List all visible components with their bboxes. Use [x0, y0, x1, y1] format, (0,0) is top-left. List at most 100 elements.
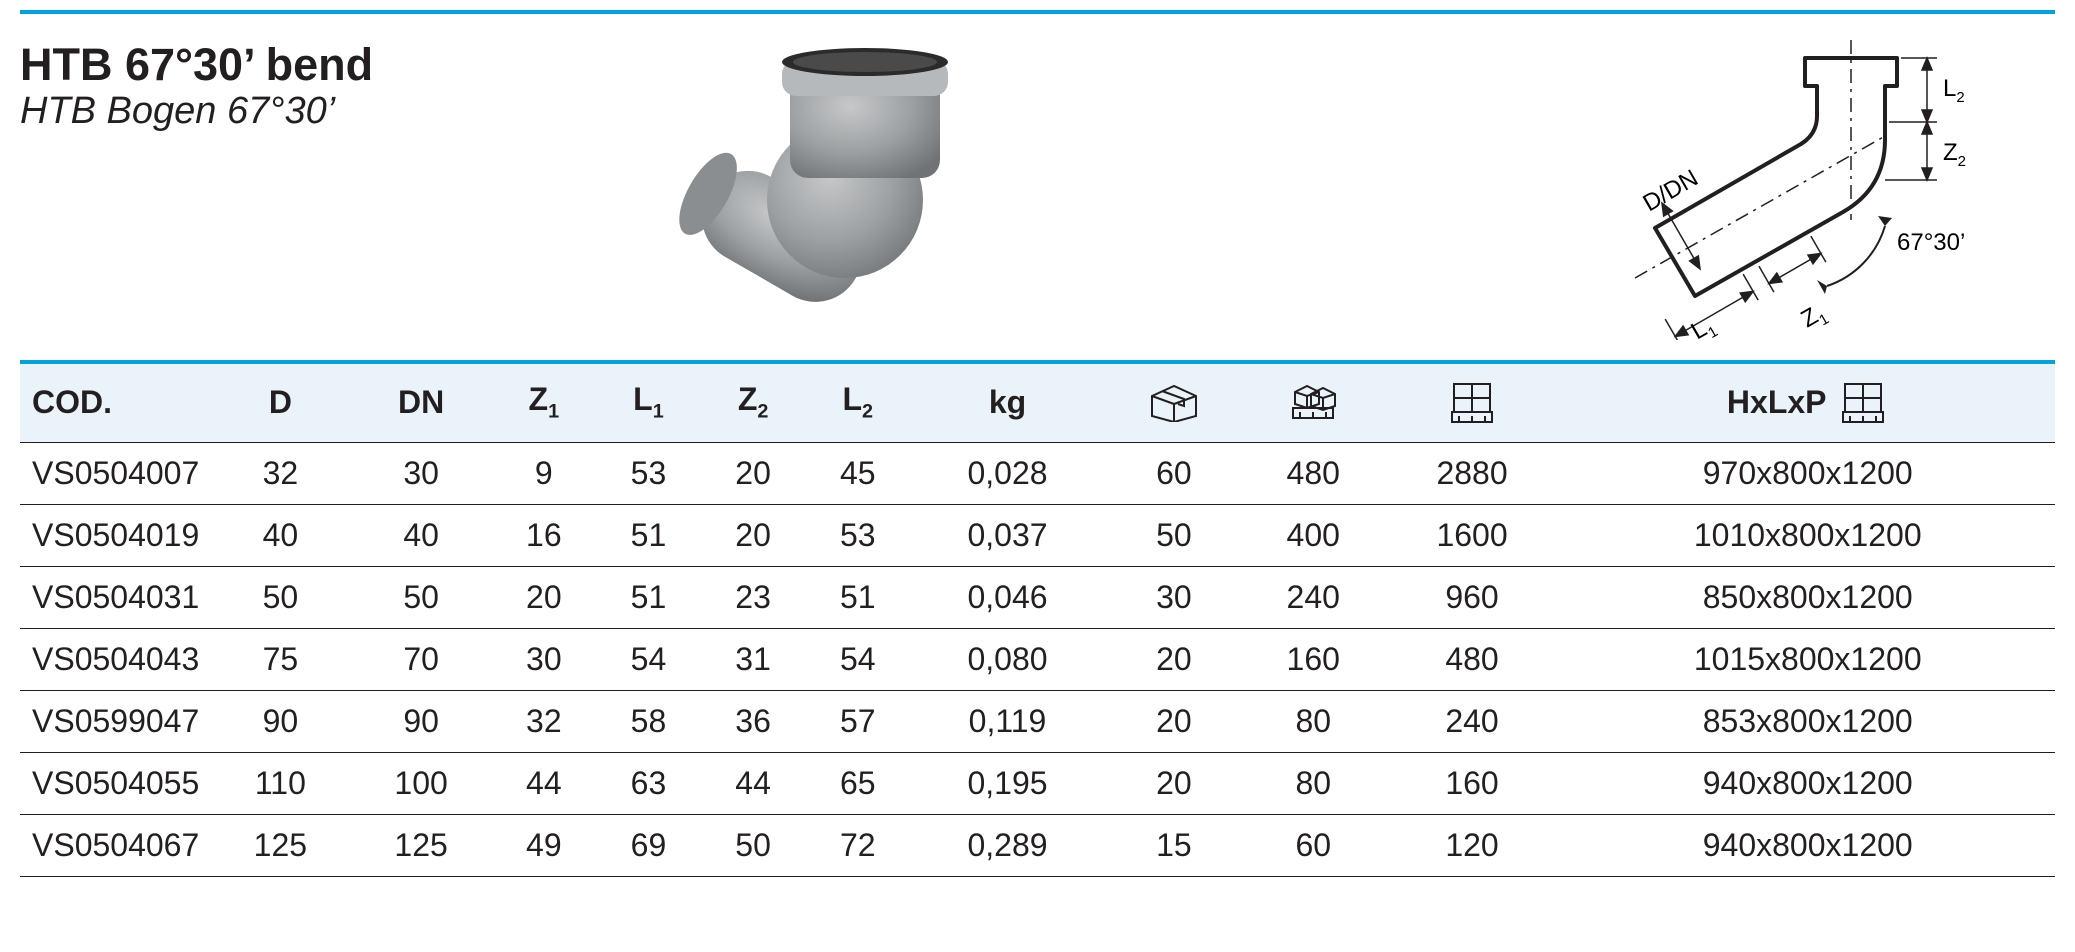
- cell-l1: 51: [596, 505, 701, 567]
- header-row: HTB 67°30’ bend HTB Bogen 67°30’: [20, 40, 2055, 340]
- cell-box: 20: [1105, 691, 1243, 753]
- cell-box: 20: [1105, 753, 1243, 815]
- cell-z1: 32: [492, 691, 597, 753]
- th-dn: DN: [351, 364, 492, 443]
- product-photo: [520, 40, 1120, 340]
- cell-cod: VS0504043: [20, 629, 210, 691]
- th-d: D: [210, 364, 351, 443]
- cell-hxl: 940x800x1200: [1560, 815, 2055, 877]
- cell-box: 20: [1105, 629, 1243, 691]
- cell-box: 60: [1105, 443, 1243, 505]
- cell-d: 50: [210, 567, 351, 629]
- cell-z1: 49: [492, 815, 597, 877]
- cell-hxl: 940x800x1200: [1560, 753, 2055, 815]
- cell-l1: 51: [596, 567, 701, 629]
- svg-text:Z2: Z2: [1943, 139, 1966, 170]
- cell-dn: 30: [351, 443, 492, 505]
- cell-layer: 60: [1243, 815, 1384, 877]
- cell-box: 15: [1105, 815, 1243, 877]
- cell-dn: 100: [351, 753, 492, 815]
- cell-kg: 0,028: [910, 443, 1105, 505]
- cell-l2: 45: [805, 443, 910, 505]
- title-main: HTB 67°30’ bend: [20, 40, 480, 90]
- cell-dn: 70: [351, 629, 492, 691]
- cell-cod: VS0504055: [20, 753, 210, 815]
- cell-l1: 54: [596, 629, 701, 691]
- table-row: VS0504067125125496950720,2891560120940x8…: [20, 815, 2055, 877]
- cell-d: 40: [210, 505, 351, 567]
- table-row: VS0504007323095320450,028604802880970x80…: [20, 443, 2055, 505]
- cell-layer: 240: [1243, 567, 1384, 629]
- cell-l2: 53: [805, 505, 910, 567]
- cell-l2: 57: [805, 691, 910, 753]
- cell-d: 110: [210, 753, 351, 815]
- cell-hxl: 853x800x1200: [1560, 691, 2055, 753]
- th-l1: L1: [596, 364, 701, 443]
- th-z2: Z2: [701, 364, 806, 443]
- table-row: VS05040437570305431540,080201604801015x8…: [20, 629, 2055, 691]
- title-sub: HTB Bogen 67°30’: [20, 90, 480, 133]
- table-row: VS05040315050205123510,04630240960850x80…: [20, 567, 2055, 629]
- cell-dn: 90: [351, 691, 492, 753]
- th-l2: L2: [805, 364, 910, 443]
- cell-kg: 0,119: [910, 691, 1105, 753]
- cell-kg: 0,289: [910, 815, 1105, 877]
- cell-layer: 480: [1243, 443, 1384, 505]
- cell-z2: 20: [701, 505, 806, 567]
- cell-l2: 54: [805, 629, 910, 691]
- cell-l1: 53: [596, 443, 701, 505]
- dimension-diagram: 67°30’ L2 Z2: [1160, 40, 2055, 340]
- cell-layer: 400: [1243, 505, 1384, 567]
- table-row: VS05040194040165120530,0375040016001010x…: [20, 505, 2055, 567]
- cell-pallet: 480: [1384, 629, 1561, 691]
- spec-table: COD. D DN Z1 L1 Z2 L2 kg: [20, 364, 2055, 877]
- cell-l1: 69: [596, 815, 701, 877]
- cell-cod: VS0504007: [20, 443, 210, 505]
- cell-kg: 0,080: [910, 629, 1105, 691]
- cell-layer: 80: [1243, 753, 1384, 815]
- cell-pallet: 240: [1384, 691, 1561, 753]
- title-block: HTB 67°30’ bend HTB Bogen 67°30’: [20, 40, 480, 133]
- cell-l2: 51: [805, 567, 910, 629]
- cell-d: 125: [210, 815, 351, 877]
- th-pallet-icon: [1384, 364, 1561, 443]
- top-rule: [20, 10, 2055, 14]
- cell-z1: 44: [492, 753, 597, 815]
- cell-box: 50: [1105, 505, 1243, 567]
- cell-pallet: 160: [1384, 753, 1561, 815]
- cell-pallet: 120: [1384, 815, 1561, 877]
- cell-pallet: 1600: [1384, 505, 1561, 567]
- cell-pallet: 960: [1384, 567, 1561, 629]
- cell-cod: VS0504031: [20, 567, 210, 629]
- cell-l2: 65: [805, 753, 910, 815]
- cell-dn: 125: [351, 815, 492, 877]
- cell-kg: 0,046: [910, 567, 1105, 629]
- cell-layer: 80: [1243, 691, 1384, 753]
- cell-z1: 16: [492, 505, 597, 567]
- th-hxl: HxLxP: [1560, 364, 2055, 443]
- table-row: VS05990479090325836570,1192080240853x800…: [20, 691, 2055, 753]
- cell-z2: 44: [701, 753, 806, 815]
- cell-z2: 20: [701, 443, 806, 505]
- cell-pallet: 2880: [1384, 443, 1561, 505]
- cell-hxl: 1015x800x1200: [1560, 629, 2055, 691]
- svg-text:L2: L2: [1943, 75, 1965, 106]
- cell-d: 32: [210, 443, 351, 505]
- cell-z2: 23: [701, 567, 806, 629]
- cell-dn: 50: [351, 567, 492, 629]
- th-kg: kg: [910, 364, 1105, 443]
- cell-z1: 20: [492, 567, 597, 629]
- cell-hxl: 1010x800x1200: [1560, 505, 2055, 567]
- cell-box: 30: [1105, 567, 1243, 629]
- cell-z1: 9: [492, 443, 597, 505]
- svg-text:L1: L1: [1687, 311, 1721, 340]
- cell-d: 90: [210, 691, 351, 753]
- cell-l1: 63: [596, 753, 701, 815]
- cell-dn: 40: [351, 505, 492, 567]
- cell-layer: 160: [1243, 629, 1384, 691]
- cell-z2: 36: [701, 691, 806, 753]
- cell-cod: VS0599047: [20, 691, 210, 753]
- cell-kg: 0,195: [910, 753, 1105, 815]
- cell-cod: VS0504067: [20, 815, 210, 877]
- cell-z2: 50: [701, 815, 806, 877]
